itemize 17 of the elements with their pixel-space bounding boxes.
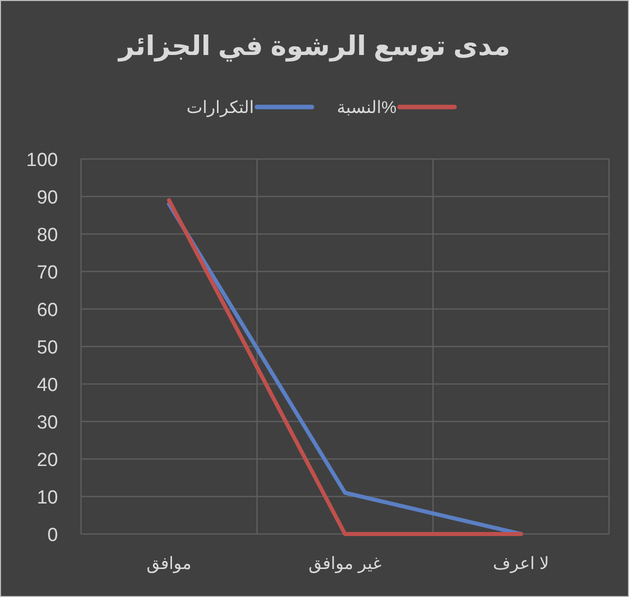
ytick: 0 bbox=[47, 525, 58, 546]
xtick: غير موافق bbox=[308, 554, 382, 573]
ytick: 70 bbox=[36, 262, 58, 284]
title: مدى توسع الرشوة في الجزائر bbox=[118, 31, 510, 61]
legend: النسبة% bbox=[336, 98, 396, 117]
ytick: 80 bbox=[36, 225, 58, 246]
ytick: 50 bbox=[36, 338, 58, 358]
ytick: 10 bbox=[36, 488, 58, 508]
ytick: 30 bbox=[36, 412, 58, 434]
ytick: 100 bbox=[26, 150, 58, 171]
legend: التكرارات bbox=[186, 98, 254, 117]
xtick: موافق bbox=[146, 554, 192, 573]
xtick: لا اعرف bbox=[492, 554, 550, 573]
ytick: 60 bbox=[36, 300, 58, 321]
ytick: 90 bbox=[36, 188, 58, 208]
ytick: 20 bbox=[36, 450, 58, 471]
ytick: 40 bbox=[36, 375, 58, 396]
